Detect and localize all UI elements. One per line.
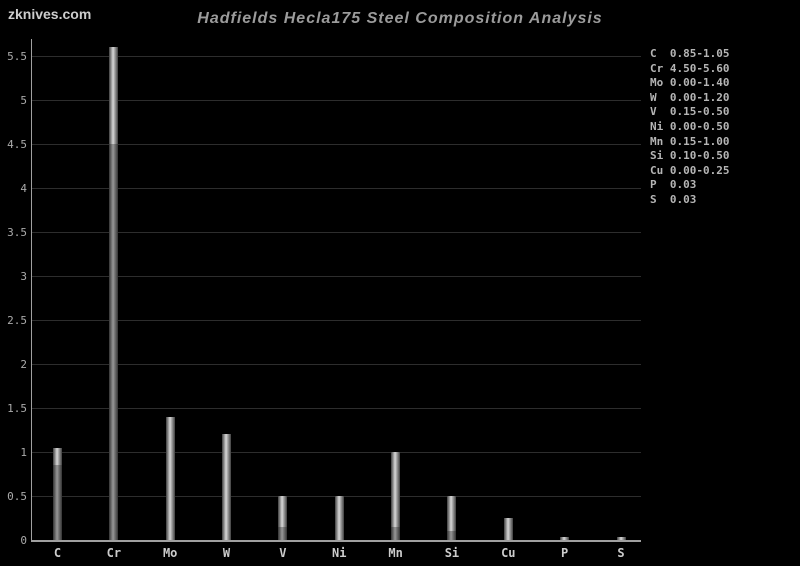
bar-range-segment-P: [560, 537, 570, 540]
x-tick-label-Ni: Ni: [332, 546, 347, 560]
bar-base-segment-Si: [447, 531, 457, 540]
legend-element-label: Cu: [650, 163, 664, 177]
legend-row-Cu: Cu 0.00-0.25: [650, 164, 729, 179]
y-tick-label: 1.5: [7, 402, 27, 415]
bar-base-segment-C: [53, 465, 62, 540]
x-tick-label-S: S: [617, 546, 625, 560]
gridline: [31, 408, 641, 409]
legend-row-Ni: Ni 0.00-0.50: [650, 120, 729, 135]
y-tick-label: 2.5: [7, 314, 27, 327]
x-axis-line: [31, 540, 641, 542]
x-tick-label-W: W: [222, 546, 231, 560]
gridline: [31, 364, 641, 365]
legend-row-Cr: Cr 4.50-5.60: [650, 62, 729, 77]
legend-row-Mo: Mo 0.00-1.40: [650, 76, 729, 91]
x-tick-label-P: P: [561, 546, 569, 560]
bar-range-segment-Cu: [503, 518, 513, 540]
y-tick-label: 3.5: [7, 226, 27, 239]
bar-base-segment-Mn: [391, 526, 401, 540]
bar-range-segment-V: [278, 496, 288, 527]
legend-range-value: 0.85-1.05: [669, 47, 730, 60]
legend-element-label: Ni: [650, 119, 664, 133]
bar-base-segment-Cr: [109, 144, 119, 540]
legend-row-P: P 0.03: [650, 178, 729, 193]
y-axis-line: [31, 39, 32, 541]
bar-range-segment-Mn: [391, 452, 401, 527]
chart-title: Hadfields Hecla175 Steel Composition Ana…: [197, 10, 603, 27]
y-tick-label: 1: [20, 446, 27, 459]
bar-range-segment-Mo: [165, 416, 175, 540]
y-tick-label: 2: [20, 358, 27, 371]
y-tick-label: 5: [20, 94, 27, 107]
y-tick-label: 4.5: [7, 138, 27, 151]
legend-range-value: 0.00-0.25: [669, 163, 730, 177]
gridline: [31, 276, 641, 277]
bar-range-segment-Cr: [109, 47, 119, 144]
legend: C 0.85-1.05 Cr 4.50-5.60 Mo 0.00-1.40 W 0.00-1.…: [650, 47, 729, 208]
gridline: [31, 56, 641, 57]
legend-range-value: 0.00-0.50: [669, 119, 730, 133]
x-tick-label-Mn: Mn: [388, 546, 403, 560]
gridline: [31, 188, 641, 189]
legend-element-label: Mn: [650, 134, 664, 148]
y-tick-label: 0: [20, 534, 27, 547]
legend-element-label: Mo: [650, 76, 664, 90]
legend-range-value: 0.03: [669, 192, 697, 206]
x-tick-label-Cu: Cu: [501, 546, 516, 560]
legend-row-Mn: Mn 0.15-1.00: [650, 135, 729, 150]
legend-row-S: S 0.03: [650, 193, 729, 208]
legend-element-label: Si: [650, 149, 664, 163]
legend-range-value: 0.00-1.40: [669, 76, 730, 90]
x-tick-label-V: V: [279, 546, 287, 560]
legend-range-value: 0.15-1.00: [669, 134, 730, 148]
y-tick-label: 4: [20, 182, 27, 195]
legend-element-label: P: [650, 178, 657, 192]
x-tick-label-C: C: [53, 546, 62, 560]
x-tick-label-Cr: Cr: [106, 546, 122, 560]
gridline: [31, 452, 641, 453]
legend-element-label: V: [650, 105, 657, 119]
y-tick-label: 3: [20, 270, 27, 283]
bar-range-segment-C: [53, 447, 62, 466]
legend-range-value: 0.10-0.50: [669, 149, 730, 163]
bar-range-segment-W: [222, 434, 232, 540]
x-tick-label-Mo: Mo: [162, 546, 178, 560]
bar-range-segment-S: [616, 537, 626, 540]
gridline: [31, 144, 641, 145]
legend-range-value: 0.00-1.20: [669, 90, 730, 104]
bar-range-segment-Si: [447, 496, 457, 532]
bar-base-segment-V: [278, 526, 288, 540]
y-tick-label: 0.5: [7, 490, 27, 503]
legend-row-W: W 0.00-1.20: [650, 91, 729, 106]
legend-element-label: S: [650, 192, 657, 206]
legend-element-label: C: [650, 47, 657, 60]
legend-row-Si: Si 0.10-0.50: [650, 149, 729, 164]
legend-element-label: W: [650, 90, 657, 104]
legend-range-value: 0.03: [669, 178, 697, 192]
legend-row-C: C 0.85-1.05: [650, 47, 729, 62]
legend-row-V: V 0.15-0.50: [650, 105, 729, 120]
watermark: zknives.com: [8, 6, 92, 22]
legend-range-value: 0.15-0.50: [669, 105, 730, 119]
bar-range-segment-Ni: [334, 496, 344, 540]
x-tick-label-Si: Si: [444, 546, 460, 560]
gridline: [31, 232, 641, 233]
legend-range-value: 4.50-5.60: [669, 61, 730, 75]
y-tick-label: 5.5: [7, 50, 27, 63]
gridline: [31, 320, 641, 321]
gridline: [31, 100, 641, 101]
legend-element-label: Cr: [650, 61, 664, 75]
